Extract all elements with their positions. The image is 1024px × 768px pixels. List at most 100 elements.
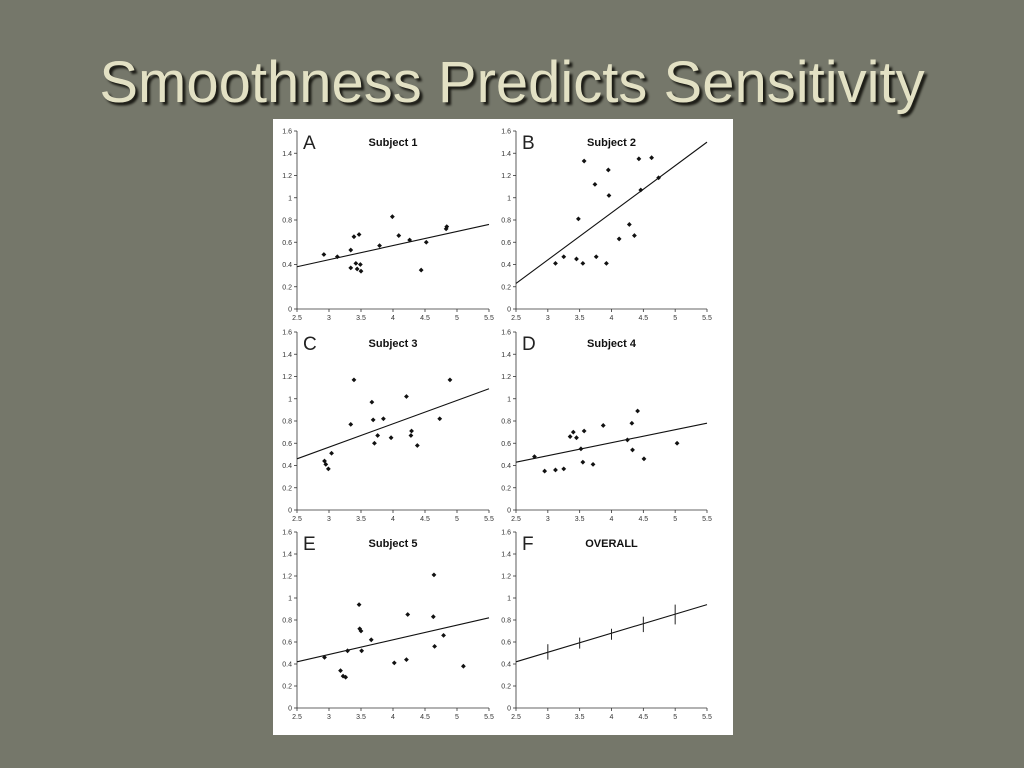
x-tick-label: 4: [610, 315, 614, 322]
x-tick-label: 3: [327, 714, 331, 721]
x-tick-label: 4: [391, 516, 395, 523]
y-tick-label: 1.2: [501, 173, 511, 180]
data-point: [345, 648, 350, 654]
data-point: [574, 435, 579, 441]
data-point: [567, 434, 573, 439]
data-point: [542, 468, 548, 474]
data-point: [630, 447, 635, 453]
data-point: [354, 266, 360, 272]
y-tick-label: 0: [288, 508, 292, 515]
data-point: [381, 416, 386, 422]
data-point: [447, 377, 453, 383]
x-tick-label: 4: [391, 315, 395, 322]
y-tick-label: 0.6: [282, 640, 292, 647]
x-tick-label: 3: [327, 315, 331, 322]
data-point: [625, 437, 630, 443]
y-tick-label: 1.6: [501, 330, 511, 337]
subplot-a: 2.5 3 3.5 4 4.5 5 5.5 0 0.2 0.4 0.6 0.8 1 1.2 1.4 1.6 A S…: [282, 129, 494, 323]
data-point: [377, 243, 382, 248]
data-point: [635, 408, 641, 414]
panel-letter: D: [522, 334, 536, 355]
x-tick-label: 5: [673, 714, 677, 721]
data-point: [580, 459, 586, 465]
x-tick-label: 3.5: [575, 516, 585, 523]
x-tick-label: 5.5: [702, 315, 712, 322]
y-tick-label: 0.4: [282, 463, 292, 470]
data-point: [423, 239, 429, 245]
subplot-c: 2.5 3 3.5 4 4.5 5 5.5 0 0.2 0.4 0.6 0.8 1 1.2 1.4 1.6 C S…: [282, 330, 494, 524]
data-point: [461, 663, 466, 669]
x-tick-label: 4.5: [638, 714, 648, 721]
y-tick-label: 1.4: [282, 151, 292, 158]
data-point: [329, 450, 334, 456]
subplot-b: 2.5 3 3.5 4 4.5 5 5.5 0 0.2 0.4 0.6 0.8 1 1.2 1.4 1.6 B S…: [501, 129, 712, 323]
regression-line: [296, 617, 490, 663]
data-point: [605, 167, 611, 173]
x-tick-label: 3: [546, 714, 550, 721]
data-point: [441, 633, 446, 638]
data-point: [372, 440, 377, 446]
y-tick-label: 1.6: [282, 530, 292, 537]
data-point: [356, 232, 362, 237]
data-point: [348, 247, 354, 253]
y-tick-label: 0.4: [282, 662, 292, 669]
data-point: [561, 466, 567, 472]
y-tick-label: 0.6: [282, 240, 292, 247]
y-tick-label: 0.4: [282, 262, 292, 269]
data-point: [553, 260, 558, 266]
x-tick-label: 5.5: [484, 714, 494, 721]
data-point: [375, 433, 381, 438]
x-tick-label: 3.5: [356, 714, 366, 721]
data-point: [391, 660, 397, 666]
y-tick-label: 0.2: [282, 684, 292, 691]
x-tick-label: 4.5: [638, 516, 648, 523]
y-tick-label: 1.4: [501, 552, 511, 559]
data-point: [430, 614, 436, 620]
y-tick-label: 1: [288, 195, 292, 202]
data-point: [404, 394, 409, 399]
y-tick-label: 1: [507, 396, 511, 403]
y-tick-label: 0: [507, 508, 511, 515]
x-tick-label: 2.5: [292, 315, 302, 322]
y-tick-label: 1: [288, 596, 292, 603]
y-tick-label: 1.2: [282, 173, 292, 180]
y-tick-label: 0.4: [501, 662, 511, 669]
data-point: [405, 612, 411, 617]
data-point: [606, 193, 612, 198]
data-point: [348, 421, 354, 427]
data-point: [432, 644, 437, 649]
x-tick-label: 3.5: [575, 315, 585, 322]
x-tick-label: 4.5: [420, 714, 430, 721]
x-tick-label: 4.5: [420, 315, 430, 322]
data-point: [357, 262, 363, 267]
y-tick-label: 1.2: [282, 574, 292, 581]
x-tick-label: 4: [610, 714, 614, 721]
y-tick-label: 0.4: [501, 262, 511, 269]
x-tick-label: 5: [455, 714, 459, 721]
data-point: [553, 467, 558, 473]
data-point: [414, 443, 420, 448]
regression-line: [515, 141, 708, 284]
data-point: [334, 254, 340, 260]
data-point: [574, 256, 579, 262]
data-point: [431, 572, 437, 578]
data-point: [575, 216, 581, 222]
data-point: [323, 461, 329, 467]
y-tick-label: 0.2: [282, 284, 292, 291]
y-tick-label: 0: [288, 706, 292, 713]
y-tick-label: 1: [507, 596, 511, 603]
data-point: [359, 648, 365, 654]
data-point: [437, 416, 443, 422]
data-point: [616, 236, 622, 242]
data-point: [408, 433, 414, 438]
y-tick-label: 1.6: [282, 129, 292, 136]
y-tick-label: 1.4: [282, 552, 292, 559]
y-tick-label: 0.8: [282, 218, 292, 225]
data-point: [570, 429, 576, 435]
x-tick-label: 5.5: [702, 714, 712, 721]
y-tick-label: 1.4: [501, 352, 511, 359]
regression-line: [296, 388, 490, 460]
data-point: [443, 226, 449, 232]
y-tick-label: 0.8: [501, 618, 511, 625]
data-point: [590, 461, 596, 467]
